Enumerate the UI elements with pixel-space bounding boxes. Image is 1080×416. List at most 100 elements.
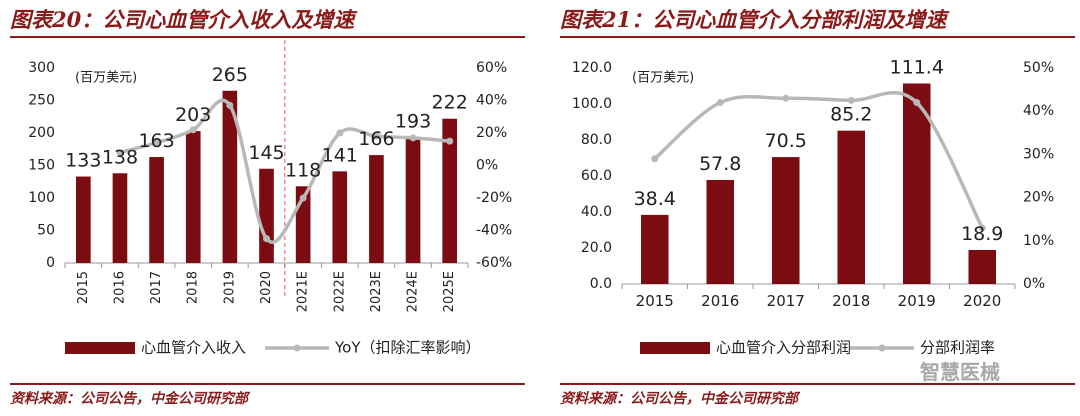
right-chart-panel: 图表21：公司心血管介入分部利润及增速 (百万美元) 0.0 20.0 40.0 60.… [560,0,1080,416]
data-label: 193 [395,111,431,133]
line-point [153,139,161,147]
x-tick-label: 2015 [636,292,674,310]
left-title-rule [10,36,525,38]
data-label: 133 [65,150,101,172]
legend-label: YoY（扣除汇率影响） [334,339,481,357]
line-point [716,99,724,107]
data-label: 141 [322,144,358,166]
y-tick-label: 0 [46,255,55,271]
y2-tick-label: -20% [476,190,512,206]
line-point [978,224,986,232]
x-tick-label: 2022E [332,271,347,312]
bar [771,157,800,284]
y-tick-label: 100 [28,190,55,206]
bar [259,168,274,263]
y2-tick-label: 10% [1023,233,1054,249]
legend-label: 心血管介入分部利润 [716,339,851,357]
bar [640,214,669,284]
line-point [409,134,417,142]
bar [706,179,735,284]
data-label: 166 [358,128,394,150]
left-chart-svg: (百万美元) 0 50 100 150 200 250 300 -60% -40% -20% 0% 20… [28,40,512,357]
x-tick-label: 2016 [701,292,739,310]
legend-swatch-point [293,344,301,352]
line-point [782,94,790,102]
data-label: 85.2 [830,104,872,126]
y2-tick-label: 20% [1023,190,1054,206]
data-label: 70.5 [765,130,807,152]
right-chart-source: 资料来源：公司公告，中金公司研究部 [560,391,798,407]
unit-label: (百万美元) [75,71,137,86]
data-label: 145 [248,142,284,164]
y2-tick-label: 0% [1023,276,1045,292]
watermark-logo: 智慧医械 [920,360,1000,384]
y-tick-label: 250 [28,93,55,109]
bar [185,131,201,263]
y2-tick-label: 30% [1023,146,1054,162]
bar [332,171,348,263]
y-tick-label: 60.0 [581,168,612,184]
right-chart-title: 图表21：公司心血管介入分部利润及增速 [560,7,947,32]
x-tick-label: 2019 [222,271,237,304]
y-tick-label: 40.0 [581,204,612,220]
y2-tick-label: 40% [1023,103,1054,119]
x-tick-label: 2023E [369,271,384,312]
y-tick-label: 150 [28,158,55,174]
line-point [189,126,197,134]
data-label: 38.4 [634,188,676,210]
y-tick-label: 80.0 [581,132,612,148]
line-point [263,235,270,243]
right-source-rule [560,383,1075,385]
y2-tick-label: 40% [476,93,507,109]
bar [112,173,128,263]
x-tick-label: 2025E [442,271,457,312]
data-label: 138 [102,146,138,168]
legend-swatch-point [878,344,886,352]
y-tick-label: 300 [28,60,55,76]
line-point [336,129,344,137]
left-chart-source: 资料来源：公司公告，中金公司研究部 [10,391,248,407]
x-tick-label: 2016 [112,271,127,304]
data-label: 265 [212,64,248,86]
series-line [653,91,984,229]
line-point [226,101,234,109]
line-point [651,155,659,163]
series-line [119,98,450,244]
data-label: 203 [175,104,211,126]
y2-tick-label: 20% [476,125,507,141]
legend-swatch-bar [65,342,135,354]
y2-tick-label: 60% [476,60,507,76]
y-tick-label: 120.0 [572,60,612,76]
y-tick-label: 20.0 [581,240,612,256]
legend-swatch-bar [640,342,710,354]
x-tick-label: 2015 [76,271,91,304]
x-tick-label: 2021E [296,271,311,312]
x-tick-label: 2024E [406,271,421,312]
bar [369,155,384,263]
data-label: 57.8 [699,153,741,175]
bar [837,130,866,284]
data-label: 118 [285,159,321,181]
data-label: 222 [432,92,468,114]
right-chart-svg: (百万美元) 0.0 20.0 40.0 60.0 80.0 100.0 120.0 0% 10%… [572,56,1054,357]
bar [222,90,238,263]
bar [442,118,458,263]
y2-tick-label: -60% [476,255,512,271]
right-title-rule [560,36,1075,38]
y-tick-label: 200 [28,125,55,141]
line-point [847,96,855,104]
data-label: 18.9 [961,223,1003,245]
bar [149,157,164,263]
line-point [299,194,307,202]
x-tick-label: 2020 [963,292,1001,310]
bar [968,249,997,284]
x-tick-label: 2019 [898,292,936,310]
left-chart-panel: 图表20：公司心血管介入收入及增速 (百万美元) 0 50 100 150 200 250 3… [10,0,530,416]
left-source-rule [10,383,525,385]
y2-tick-label: -40% [476,223,512,239]
unit-label: (百万美元) [632,71,694,86]
line-point [372,132,380,140]
x-tick-label: 2018 [186,271,201,304]
left-chart-title: 图表20：公司心血管介入收入及增速 [10,7,355,32]
bar [75,176,91,263]
